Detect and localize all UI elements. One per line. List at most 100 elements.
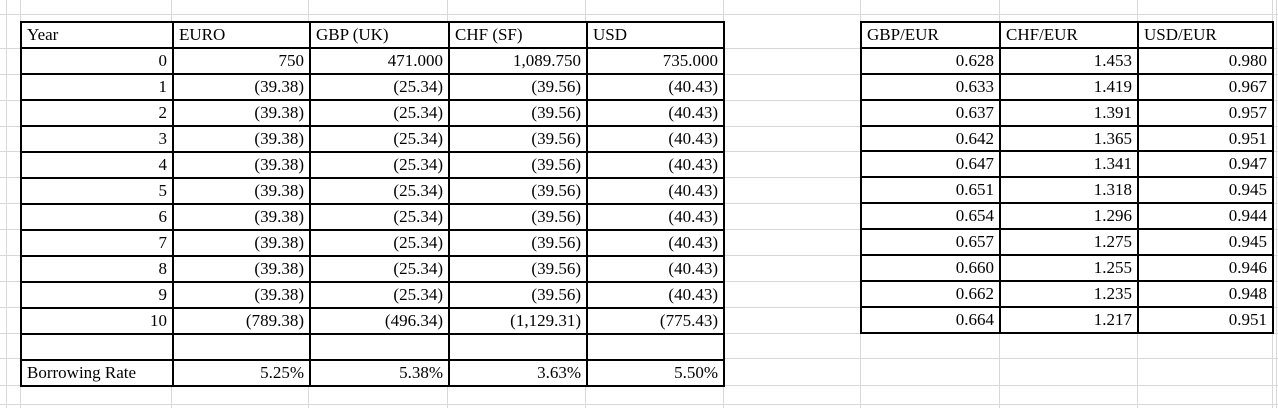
spreadsheet-cell[interactable]: 6: [20, 203, 174, 231]
spreadsheet-cell[interactable]: 0.660: [860, 254, 1001, 282]
spreadsheet-cell[interactable]: 0.628: [860, 46, 1001, 75]
spreadsheet-cell[interactable]: 0.951: [1137, 124, 1274, 153]
spreadsheet-cell[interactable]: (39.56): [448, 125, 588, 153]
spreadsheet-cell[interactable]: 0.664: [860, 305, 1001, 334]
spreadsheet-cell[interactable]: (39.38): [172, 255, 311, 283]
spreadsheet-cell[interactable]: (25.34): [309, 229, 450, 257]
column-header-cell[interactable]: USD: [586, 21, 725, 49]
spreadsheet-cell[interactable]: (39.56): [448, 99, 588, 127]
spreadsheet-cell[interactable]: 0.657: [860, 228, 1001, 257]
spreadsheet-cell[interactable]: (39.38): [172, 99, 311, 127]
spreadsheet-cell[interactable]: 0.633: [860, 72, 1001, 101]
spreadsheet-cell[interactable]: 3.63%: [448, 359, 588, 387]
spreadsheet-cell[interactable]: (39.56): [448, 151, 588, 179]
spreadsheet-cell[interactable]: 0.967: [1137, 72, 1274, 101]
spreadsheet-cell[interactable]: (496.34): [309, 307, 450, 335]
spreadsheet-cell[interactable]: Borrowing Rate: [20, 359, 174, 387]
spreadsheet-cell[interactable]: 0.945: [1137, 228, 1274, 257]
spreadsheet-cell[interactable]: (25.34): [309, 255, 450, 283]
spreadsheet-cell[interactable]: (775.43): [586, 307, 725, 335]
spreadsheet-cell[interactable]: 0.944: [1137, 202, 1274, 231]
spreadsheet-cell[interactable]: 0.651: [860, 176, 1001, 205]
spreadsheet-cell[interactable]: (39.38): [172, 73, 311, 101]
spreadsheet-cell[interactable]: 1.391: [999, 98, 1139, 127]
spreadsheet-cell[interactable]: (39.56): [448, 203, 588, 231]
spreadsheet-cell[interactable]: (39.56): [448, 229, 588, 257]
spreadsheet-cell[interactable]: (40.43): [586, 229, 725, 257]
spreadsheet-cell[interactable]: (25.34): [309, 177, 450, 205]
spreadsheet-cell[interactable]: 5: [20, 177, 174, 205]
spreadsheet-cell[interactable]: 1,089.750: [448, 47, 588, 75]
spreadsheet-cell[interactable]: (39.38): [172, 229, 311, 257]
spreadsheet-cell[interactable]: 0.951: [1137, 305, 1274, 334]
spreadsheet-cell[interactable]: 1.296: [999, 202, 1139, 231]
spreadsheet-cell[interactable]: 0.654: [860, 202, 1001, 231]
spreadsheet-cell[interactable]: 471.000: [309, 47, 450, 75]
spreadsheet-cell[interactable]: 3: [20, 125, 174, 153]
spreadsheet-cell[interactable]: (40.43): [586, 73, 725, 101]
spreadsheet-cell[interactable]: 10: [20, 307, 174, 335]
spreadsheet-cell[interactable]: 0.980: [1137, 46, 1274, 75]
spreadsheet-cell[interactable]: (1,129.31): [448, 307, 588, 335]
spreadsheet-cell[interactable]: (39.38): [172, 177, 311, 205]
column-header-cell[interactable]: GBP/EUR: [860, 21, 1001, 49]
spreadsheet-cell[interactable]: 0.947: [1137, 150, 1274, 179]
spreadsheet-cell[interactable]: (40.43): [586, 99, 725, 127]
spreadsheet-cell[interactable]: 0.948: [1137, 279, 1274, 308]
spreadsheet-cell[interactable]: 4: [20, 151, 174, 179]
spreadsheet-cell[interactable]: 1.341: [999, 150, 1139, 179]
spreadsheet-cell[interactable]: (40.43): [586, 125, 725, 153]
spreadsheet-cell[interactable]: 0.647: [860, 150, 1001, 179]
spreadsheet-cell[interactable]: (39.56): [448, 281, 588, 309]
column-header-cell[interactable]: GBP (UK): [309, 21, 450, 49]
column-header-cell[interactable]: Year: [20, 21, 174, 49]
spreadsheet-cell[interactable]: 1: [20, 73, 174, 101]
column-header-cell[interactable]: USD/EUR: [1137, 21, 1274, 49]
spreadsheet-cell[interactable]: [20, 333, 174, 361]
spreadsheet-cell[interactable]: [172, 333, 311, 361]
spreadsheet-cell[interactable]: 2: [20, 99, 174, 127]
spreadsheet-cell[interactable]: 1.235: [999, 279, 1139, 308]
spreadsheet-cell[interactable]: (39.38): [172, 125, 311, 153]
spreadsheet-cell[interactable]: [309, 333, 450, 361]
spreadsheet-cell[interactable]: (40.43): [586, 151, 725, 179]
spreadsheet-cell[interactable]: 0.642: [860, 124, 1001, 153]
spreadsheet-cell[interactable]: 0: [20, 47, 174, 75]
spreadsheet-cell[interactable]: (25.34): [309, 151, 450, 179]
spreadsheet-cell[interactable]: 1.318: [999, 176, 1139, 205]
spreadsheet-cell[interactable]: 750: [172, 47, 311, 75]
spreadsheet-cell[interactable]: 7: [20, 229, 174, 257]
spreadsheet-cell[interactable]: 1.217: [999, 305, 1139, 334]
spreadsheet-cell[interactable]: (40.43): [586, 177, 725, 205]
spreadsheet-cell[interactable]: 0.662: [860, 279, 1001, 308]
spreadsheet-cell[interactable]: (40.43): [586, 203, 725, 231]
spreadsheet-cell[interactable]: (25.34): [309, 281, 450, 309]
column-header-cell[interactable]: CHF/EUR: [999, 21, 1139, 49]
spreadsheet-cell[interactable]: (789.38): [172, 307, 311, 335]
spreadsheet-cell[interactable]: (39.38): [172, 281, 311, 309]
column-header-cell[interactable]: EURO: [172, 21, 311, 49]
spreadsheet-cell[interactable]: 1.453: [999, 46, 1139, 75]
spreadsheet-cell[interactable]: 1.419: [999, 72, 1139, 101]
spreadsheet-cell[interactable]: (25.34): [309, 203, 450, 231]
column-header-cell[interactable]: CHF (SF): [448, 21, 588, 49]
spreadsheet-cell[interactable]: 0.957: [1137, 98, 1274, 127]
spreadsheet-cell[interactable]: (39.38): [172, 151, 311, 179]
spreadsheet-cell[interactable]: 1.275: [999, 228, 1139, 257]
spreadsheet-cell[interactable]: 5.50%: [586, 359, 725, 387]
spreadsheet-cell[interactable]: (25.34): [309, 99, 450, 127]
spreadsheet-cell[interactable]: 5.25%: [172, 359, 311, 387]
spreadsheet-cell[interactable]: 5.38%: [309, 359, 450, 387]
spreadsheet-cell[interactable]: (39.56): [448, 177, 588, 205]
spreadsheet-cell[interactable]: 8: [20, 255, 174, 283]
spreadsheet-cell[interactable]: 0.637: [860, 98, 1001, 127]
spreadsheet-cell[interactable]: 1.255: [999, 254, 1139, 282]
spreadsheet-cell[interactable]: (39.56): [448, 255, 588, 283]
spreadsheet-cell[interactable]: 0.945: [1137, 176, 1274, 205]
spreadsheet-cell[interactable]: 9: [20, 281, 174, 309]
spreadsheet-cell[interactable]: [448, 333, 588, 361]
spreadsheet-cell[interactable]: (25.34): [309, 73, 450, 101]
spreadsheet-cell[interactable]: 0.946: [1137, 254, 1274, 282]
spreadsheet-cell[interactable]: 1.365: [999, 124, 1139, 153]
spreadsheet-cell[interactable]: [586, 333, 725, 361]
